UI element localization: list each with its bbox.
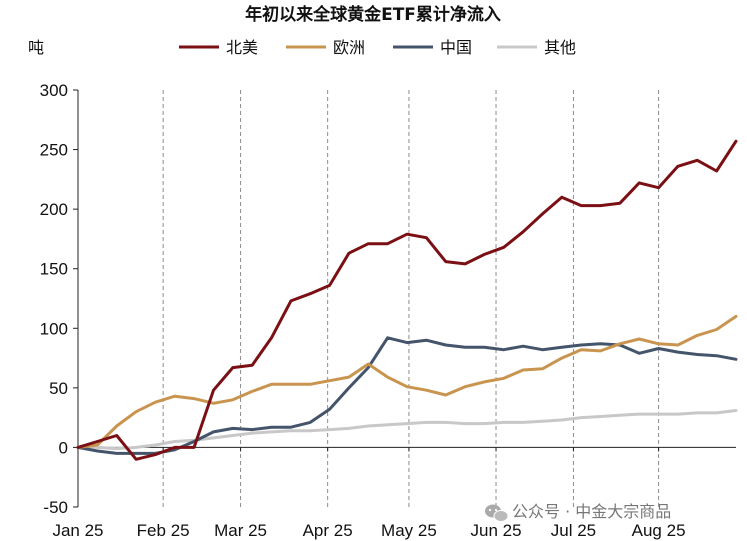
- series-line-中国: [76, 336, 738, 455]
- legend-label: 中国: [440, 38, 472, 57]
- y-tick-label: -50: [43, 498, 68, 517]
- x-tick-label: Aug 25: [632, 521, 686, 540]
- y-tick-label: 150: [40, 260, 68, 279]
- x-tick-label: Jul 25: [551, 521, 596, 540]
- series-line-北美: [76, 139, 738, 461]
- y-tick-label: 100: [40, 319, 68, 338]
- x-tick-label: Apr 25: [303, 521, 353, 540]
- legend: 北美 欧洲 中国 其他: [179, 38, 576, 57]
- x-tick-label: Mar 25: [214, 521, 267, 540]
- y-tick-label: 300: [40, 81, 68, 100]
- x-tick-label: Jan 25: [52, 521, 103, 540]
- legend-label: 欧洲: [333, 38, 365, 57]
- series-line-其他: [76, 409, 738, 451]
- y-tick-label: 200: [40, 200, 68, 219]
- month-gridlines: [162, 90, 660, 507]
- x-tick-label: Feb 25: [137, 521, 190, 540]
- chart-title: 年初以来全球黄金ETF累计净流入: [245, 4, 501, 25]
- y-tick-label: 50: [49, 379, 68, 398]
- axes: [77, 90, 736, 507]
- y-axis-unit-label: 吨: [28, 38, 44, 57]
- x-tick-label: May 25: [381, 521, 437, 540]
- x-tick-label: Jun 25: [471, 521, 522, 540]
- x-axis-ticks: Jan 25 Feb 25 Mar 25 Apr 25 May 25 Jun 25 Jul …: [52, 447, 686, 540]
- watermark-text: 公众号 · 中金大宗商品: [512, 502, 671, 521]
- legend-label: 其他: [544, 38, 576, 57]
- wechat-icon: [485, 504, 509, 522]
- series-lines: [76, 139, 738, 461]
- legend-label: 北美: [226, 38, 258, 57]
- watermark: 公众号 · 中金大宗商品: [485, 502, 671, 522]
- y-tick-label: 0: [59, 438, 68, 457]
- y-axis-ticks: -50 0 50 100 150 200 250 300: [40, 81, 78, 517]
- y-tick-label: 250: [40, 141, 68, 160]
- series-line-欧洲: [76, 314, 738, 449]
